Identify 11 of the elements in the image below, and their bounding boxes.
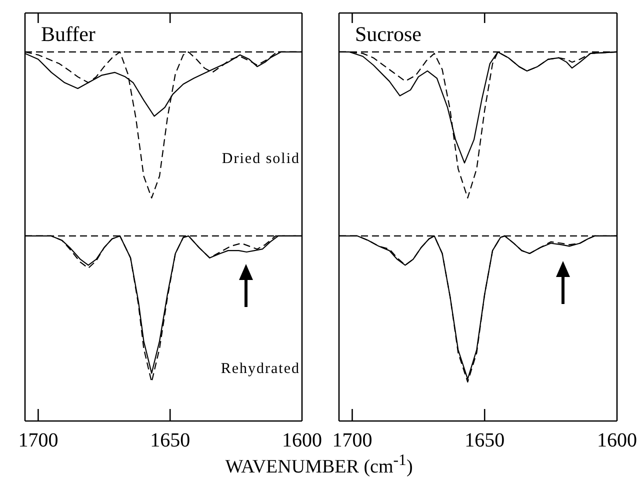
x-tick-label: 1700: [332, 429, 372, 452]
x-tick-label: 1600: [282, 429, 322, 452]
x-axis-title: WAVENUMBER (cm$^{-1}$): [224, 452, 414, 478]
x-tick-label: 1600: [597, 429, 637, 452]
chart-title: Buffer: [41, 22, 96, 46]
x-tick-label: 1700: [18, 429, 58, 452]
x-tick-label: 1650: [464, 429, 505, 452]
annotation: Dried solid: [222, 151, 300, 167]
chart-title: Sucrose: [355, 22, 422, 46]
annotation: Rehydrated: [220, 361, 300, 377]
x-tick-label: 1650: [150, 429, 190, 452]
